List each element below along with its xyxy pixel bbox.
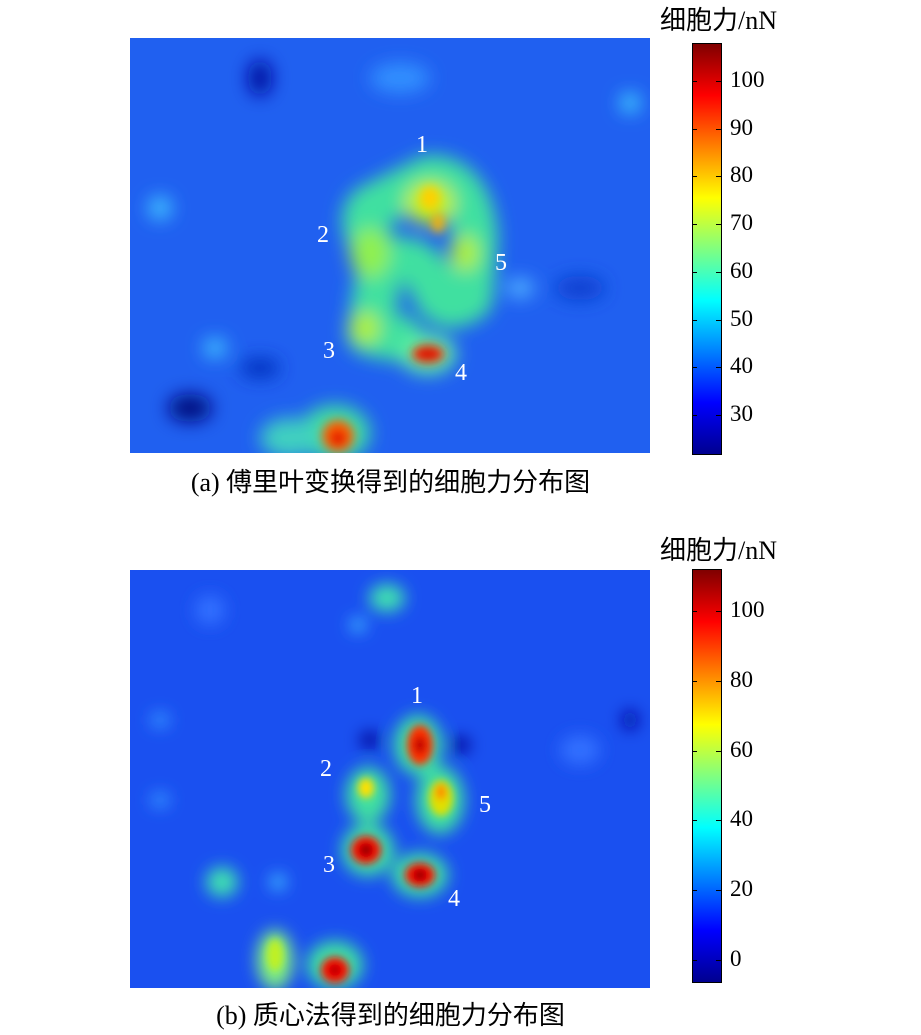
- colorbar-tick-label: 100: [730, 597, 765, 622]
- annotation-label: 5: [495, 250, 507, 276]
- colorbar-tick-label: 90: [730, 115, 753, 140]
- annotation-label: 3: [323, 852, 335, 878]
- annotation-label: 5: [479, 792, 491, 818]
- annotation-label: 2: [320, 756, 332, 782]
- colorbar-tick-label: 60: [730, 258, 753, 283]
- colorbar-tick-label: 70: [730, 210, 753, 235]
- colorbar-tick-label: 40: [730, 353, 753, 378]
- annotation-label: 1: [411, 683, 423, 709]
- caption: (b) 质心法得到的细胞力分布图: [216, 1001, 565, 1030]
- annotation-label: 1: [416, 132, 428, 158]
- colorbar-tick-label: 50: [730, 306, 753, 331]
- colorbar-tick-label: 80: [730, 162, 753, 187]
- heatmap: [130, 38, 650, 453]
- colorbar-tick-label: 0: [730, 946, 742, 971]
- annotation-label: 2: [317, 222, 329, 248]
- colorbar: [692, 43, 722, 455]
- colorbar-title: 细胞力/nN: [660, 6, 778, 35]
- colorbar-tick-label: 40: [730, 806, 753, 831]
- colorbar-tick-label: 20: [730, 876, 753, 901]
- colorbar: [692, 569, 722, 983]
- colorbar-title: 细胞力/nN: [660, 536, 778, 565]
- colorbar-tick-label: 80: [730, 667, 753, 692]
- annotation-label: 4: [455, 360, 467, 386]
- colorbar-tick-label: 100: [730, 67, 765, 92]
- panel-a: 细胞力/nN: [0, 0, 921, 505]
- colorbar-tick-label: 60: [730, 737, 753, 762]
- panel-b: 细胞力/nN: [0, 530, 921, 1035]
- colorbar-tick-label: 30: [730, 401, 753, 426]
- caption: (a) 傅里叶变换得到的细胞力分布图: [190, 468, 591, 497]
- heatmap: [130, 570, 650, 988]
- annotation-label: 4: [448, 886, 460, 912]
- annotation-label: 3: [323, 338, 335, 364]
